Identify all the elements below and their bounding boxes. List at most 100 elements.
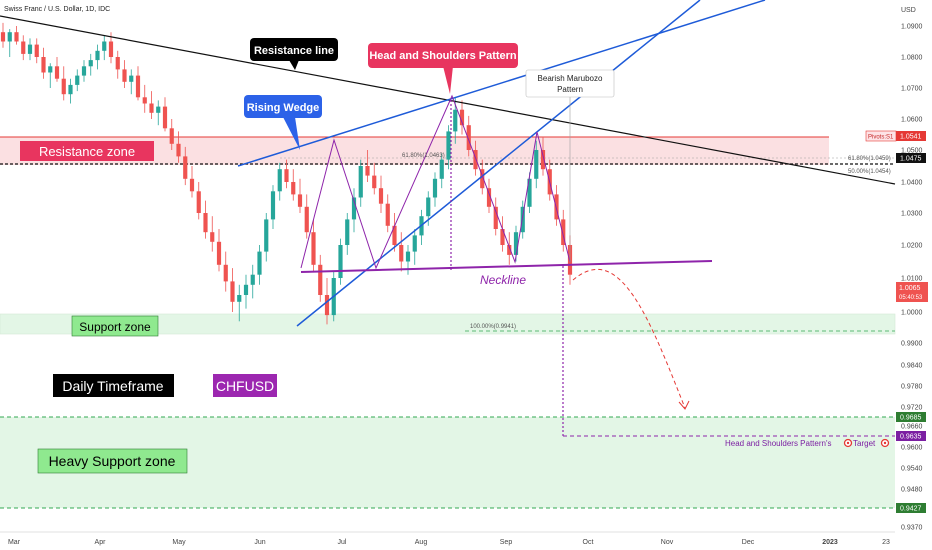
- svg-text:0.9427: 0.9427: [900, 506, 922, 513]
- candle: [466, 115, 471, 157]
- candle: [561, 209, 566, 252]
- heavy-top-price-label: 0.9685: [896, 412, 926, 422]
- candle: [500, 216, 505, 252]
- candle: [385, 194, 390, 233]
- svg-text:Support zone: Support zone: [79, 320, 151, 334]
- x-tick-label: Oct: [583, 539, 594, 546]
- candle: [547, 159, 552, 201]
- candle: [351, 188, 357, 233]
- candle: [365, 150, 370, 182]
- candle: [432, 172, 438, 207]
- candle: [203, 200, 208, 239]
- svg-text:Pivots:S1: Pivots:S1: [868, 135, 894, 141]
- candle: [142, 84, 147, 113]
- y-tick-label: 1.0800: [901, 55, 923, 62]
- candle: [21, 35, 26, 61]
- candle: [459, 100, 465, 135]
- x-tick-label: Nov: [661, 539, 674, 546]
- candle: [554, 185, 559, 226]
- chart-title: Swiss Franc / U.S. Dollar, 1D, IDC: [4, 6, 110, 13]
- candle: [338, 238, 343, 285]
- x-tick-label: May: [172, 539, 186, 546]
- fibo-label-4: 100.00%(0.9941): [470, 324, 516, 330]
- svg-text:CHFUSD: CHFUSD: [216, 378, 274, 394]
- svg-text:Resistance line: Resistance line: [254, 45, 334, 57]
- y-tick-label: 1.0700: [901, 86, 923, 93]
- projection-arrow-icon: [678, 400, 690, 410]
- svg-text:Resistance zone: Resistance zone: [39, 144, 135, 159]
- x-tick-label: Apr: [95, 539, 107, 546]
- svg-text:1.0541: 1.0541: [900, 134, 922, 141]
- candle: [311, 219, 316, 272]
- candle: [149, 91, 154, 119]
- x-tick-label: Sep: [500, 539, 513, 546]
- x-tick-label: 23: [882, 539, 890, 546]
- y-tick-label: 0.9540: [901, 466, 923, 473]
- candle: [156, 100, 161, 126]
- candle: [48, 63, 53, 88]
- pivot-price-label: 1.0475: [896, 153, 926, 163]
- candle: [230, 268, 235, 312]
- candle: [297, 178, 303, 213]
- support-zone-band: [0, 313, 896, 335]
- candle: [75, 69, 80, 92]
- candle: [115, 50, 120, 79]
- candle: [169, 119, 174, 150]
- candle: [176, 131, 181, 163]
- candle: [439, 153, 444, 189]
- candle: [378, 175, 384, 213]
- last-price-label: 1.0065 05:40:53: [896, 282, 928, 302]
- y-tick-label: 0.9840: [901, 363, 923, 370]
- candle: [210, 216, 215, 252]
- y-tick-label: 1.0200: [901, 243, 923, 250]
- y-tick-label: 0.9780: [901, 384, 923, 391]
- y-tick-label: 1.0000: [901, 310, 923, 317]
- candle: [189, 166, 195, 198]
- time-axis[interactable]: Mar Apr May Jun Jul Aug Sep Oct Nov Dec 2023 23: [8, 539, 890, 546]
- y-tick-label: 0.9370: [901, 525, 923, 532]
- candle: [419, 209, 424, 245]
- x-tick-label: Aug: [415, 539, 428, 546]
- resistance-zone-label: Resistance zone: [20, 141, 154, 161]
- candle: [392, 213, 397, 252]
- svg-text:1.0475: 1.0475: [900, 156, 922, 163]
- y-tick-label: 0.9480: [901, 487, 923, 494]
- candle: [358, 159, 363, 207]
- candle: [129, 69, 134, 95]
- y-tick-label: 1.0400: [901, 180, 923, 187]
- y-tick-label: 0.9660: [901, 424, 923, 431]
- candle: [88, 53, 93, 76]
- candle: [318, 254, 323, 302]
- head-shoulders-callout: Head and Shoulders Pattern: [368, 43, 518, 94]
- fibo-label-3: 61.80%(1.0463): [402, 153, 445, 159]
- candle: [54, 57, 60, 82]
- candle: [68, 78, 73, 104]
- svg-text:0.9685: 0.9685: [900, 415, 922, 422]
- y-tick-label: 0.9600: [901, 445, 923, 452]
- y-tick-label: 1.0100: [901, 276, 923, 283]
- candle: [372, 162, 377, 195]
- svg-text:Rising Wedge: Rising Wedge: [247, 102, 320, 114]
- candle: [264, 213, 269, 262]
- candle: [27, 38, 33, 61]
- candle: [284, 159, 289, 189]
- x-tick-label: Dec: [742, 539, 755, 546]
- candle: [223, 251, 228, 292]
- price-axis[interactable]: 1.0900 1.0800 1.0700 1.0600 1.0500 1.0400 1.03…: [901, 24, 923, 532]
- candle: [41, 47, 46, 79]
- x-tick-label: Mar: [8, 539, 21, 546]
- candle: [102, 35, 107, 61]
- candle: [446, 125, 451, 170]
- x-tick-label: Jul: [338, 539, 347, 546]
- x-tick-label: Jun: [254, 539, 265, 546]
- candle: [243, 274, 249, 309]
- fibo-label-2: 50.00%(1.0454): [848, 169, 891, 175]
- candle: [250, 264, 255, 299]
- candle: [534, 140, 539, 189]
- neckline-label: Neckline: [480, 273, 526, 287]
- candle: [399, 232, 404, 272]
- candle: [81, 60, 87, 82]
- neckline-line: [300, 260, 713, 273]
- y-tick-label: 1.0600: [901, 117, 923, 124]
